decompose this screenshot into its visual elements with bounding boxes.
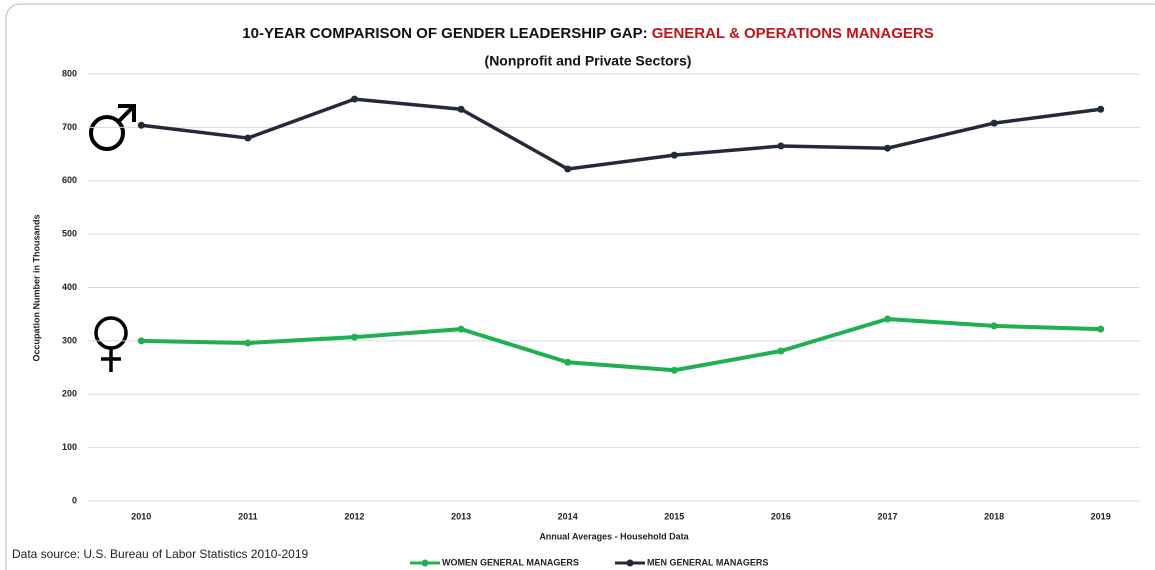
data-point — [457, 325, 465, 333]
x-tick-label: 2010 — [131, 511, 151, 521]
x-tick-label: 2012 — [344, 511, 364, 521]
x-tick-label: 2011 — [238, 511, 258, 521]
y-tick-label: 300 — [62, 335, 77, 345]
data-point — [564, 165, 572, 173]
data-point — [351, 95, 358, 103]
data-point — [457, 105, 465, 113]
data-point — [777, 142, 785, 150]
chart-subtitle: (Nonprofit and Private Sectors) — [485, 53, 692, 69]
x-tick-label: 2015 — [664, 511, 684, 521]
data-point — [990, 322, 998, 330]
data-point — [1097, 325, 1105, 333]
x-tick-label: 2014 — [558, 511, 578, 521]
y-tick-label: 100 — [62, 442, 77, 452]
male-symbol — [89, 104, 136, 151]
x-tick-label: 2018 — [984, 511, 1004, 521]
y-tick-label: 400 — [62, 282, 77, 292]
data-point — [137, 121, 145, 129]
legend-label: MEN GENERAL MANAGERS — [647, 557, 768, 567]
female-symbol — [94, 316, 128, 372]
y-tick-label: 600 — [62, 175, 77, 185]
x-axis-label: Annual Averages - Household Data — [539, 531, 689, 541]
data-point — [244, 134, 252, 142]
title-highlight: GENERAL & OPERATIONS MANAGERS — [652, 25, 934, 42]
source-note: Data source: U.S. Bureau of Labor Statis… — [12, 547, 308, 561]
legend-marker — [421, 559, 429, 567]
data-point — [351, 333, 358, 341]
data-point — [990, 119, 998, 127]
series-line — [141, 97, 1101, 171]
data-point — [1097, 105, 1105, 113]
data-point — [137, 337, 145, 345]
y-tick-label: 0 — [72, 495, 77, 505]
data-point — [670, 366, 678, 374]
data-point — [670, 151, 678, 159]
y-tick-label: 500 — [62, 229, 77, 239]
legend-label: WOMEN GENERAL MANAGERS — [442, 557, 579, 567]
data-point — [884, 144, 891, 152]
data-point — [884, 315, 891, 323]
data-point — [244, 339, 252, 347]
data-point — [564, 358, 572, 366]
series-line — [141, 316, 1101, 373]
data-point — [777, 347, 785, 355]
x-tick-label: 2019 — [1091, 511, 1111, 521]
x-tick-label: 2017 — [877, 511, 897, 521]
y-tick-label: 700 — [62, 122, 77, 132]
x-tick-label: 2016 — [771, 511, 791, 521]
x-tick-label: 2013 — [451, 511, 471, 521]
legend-marker — [626, 559, 634, 567]
y-axis-label: Occupation Number in Thousands — [31, 214, 41, 361]
title-part: 10-YEAR COMPARISON OF GENDER LEADERSHIP … — [242, 25, 652, 42]
y-tick-label: 800 — [62, 68, 77, 78]
chart-title: 10-YEAR COMPARISON OF GENDER LEADERSHIP … — [242, 25, 933, 42]
y-tick-label: 200 — [62, 389, 77, 399]
